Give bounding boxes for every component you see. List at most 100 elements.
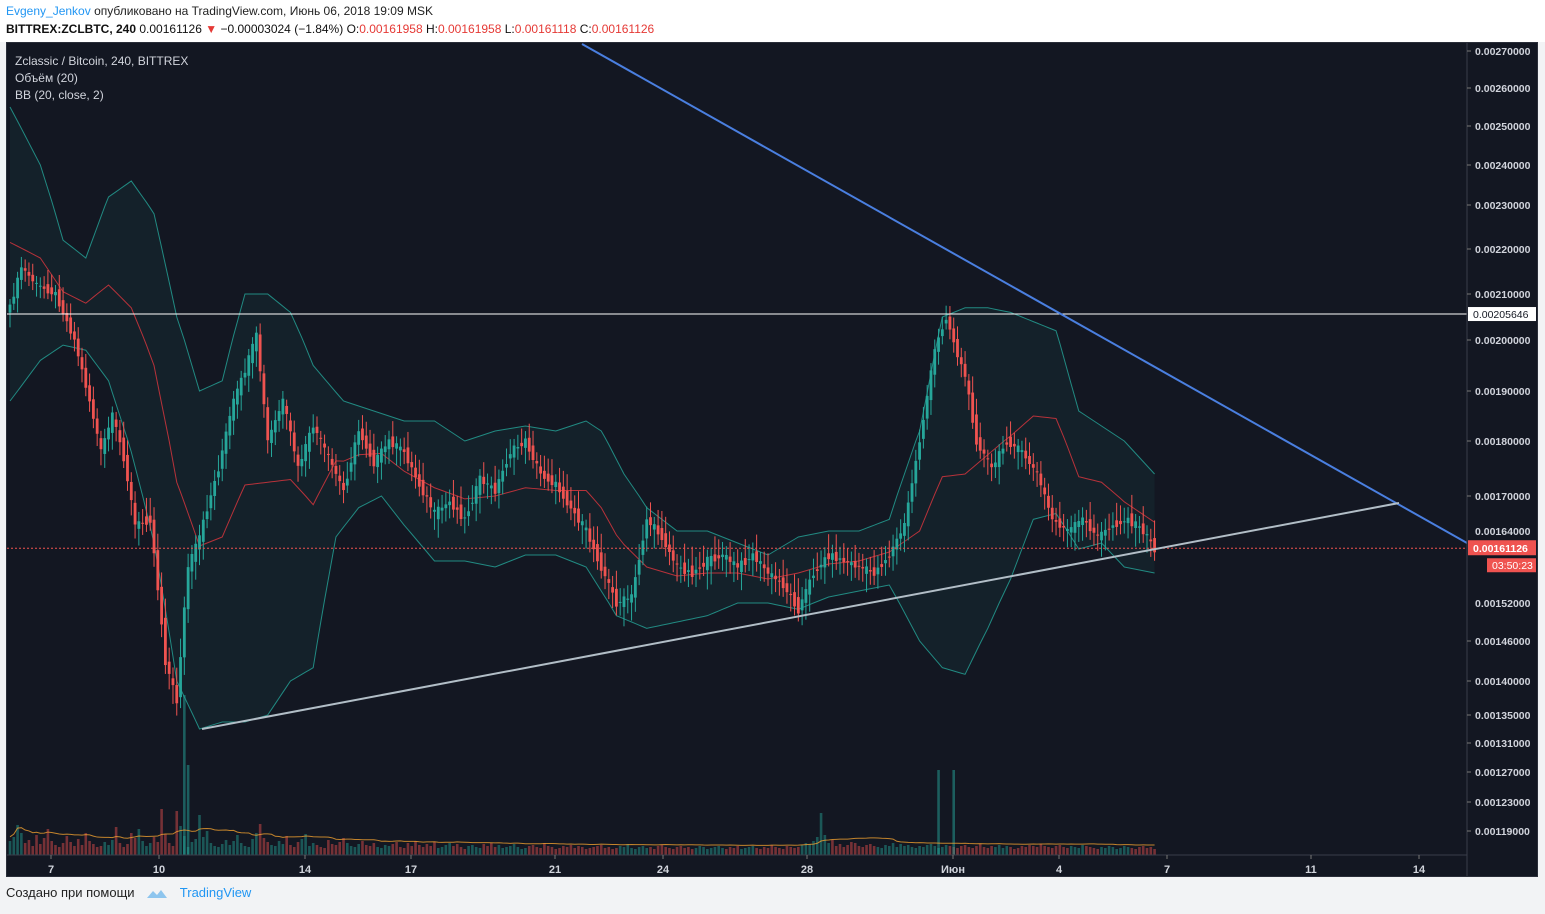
candle-body [349, 462, 353, 472]
candle-body [1054, 520, 1058, 522]
volume-bar [580, 847, 584, 855]
volume-bar [554, 849, 558, 855]
candle-body [395, 443, 398, 449]
candle-body [759, 561, 762, 564]
candle-body [872, 567, 876, 576]
candle-body [1122, 521, 1126, 523]
high-label: H: [425, 22, 438, 36]
candle-body [311, 427, 315, 434]
candle-body [1145, 534, 1149, 536]
chart-canvas[interactable]: 0.00270000 0.00260000 0.00250000 0.00240000… [7, 43, 1537, 876]
candle-body [308, 432, 311, 452]
volume-bar [338, 842, 342, 855]
candle-body [736, 563, 740, 568]
candle-body [129, 481, 133, 501]
volume-bar [1122, 846, 1126, 855]
volume-bar [508, 846, 512, 855]
candle-body [1028, 455, 1031, 465]
level-price-text: 0.00205646 [1473, 309, 1529, 321]
candle-body [846, 561, 849, 563]
volume-bar [471, 845, 474, 855]
candle-body [823, 557, 827, 568]
candle-body [978, 437, 982, 451]
volume-bar [387, 846, 391, 855]
volume-bar [399, 847, 402, 855]
candle-body [906, 502, 910, 527]
volume-bar [543, 843, 546, 855]
candle-body [1077, 521, 1081, 528]
volume-bar [459, 847, 463, 855]
volume-bar [615, 848, 618, 855]
volume-bar [702, 847, 705, 855]
chart-area[interactable]: 0.00270000 0.00260000 0.00250000 0.00240000… [6, 42, 1538, 877]
candle-body [1115, 520, 1119, 527]
high-value: 0.00161958 [437, 22, 502, 36]
candle-body [493, 482, 497, 494]
open-value: 0.00161958 [359, 22, 423, 36]
volume-bar [383, 845, 387, 855]
candle-body [501, 470, 505, 482]
candle-body [429, 497, 433, 508]
candle-body [76, 338, 80, 357]
volume-bar [766, 848, 770, 855]
candle-body [266, 407, 270, 441]
candle-body [232, 398, 236, 421]
volume-bar [524, 848, 527, 855]
candle-body [1043, 487, 1047, 495]
volume-bar [656, 846, 660, 855]
legend-bb[interactable]: BB (20, close, 2) [15, 88, 104, 102]
volume-bar [478, 848, 482, 855]
candle-body [565, 491, 569, 506]
legend-volume[interactable]: Объём (20) [15, 71, 78, 85]
candle-body [50, 287, 54, 295]
volume-bar [800, 845, 804, 855]
last-price-text: 0.00161126 [1473, 543, 1528, 555]
candle-body [838, 558, 842, 560]
volume-bar [505, 847, 508, 855]
candle-body [23, 268, 27, 271]
candle-body [334, 465, 338, 474]
volume-bar [679, 846, 683, 855]
volume-bar [925, 845, 929, 855]
price-tick-label: 0.00146000 [1475, 636, 1531, 648]
price-tick-label: 0.00210000 [1475, 289, 1531, 301]
candle-body [740, 560, 743, 573]
volume-bar [876, 847, 880, 855]
candle-body [660, 528, 664, 541]
price-tick-label: 0.00135000 [1475, 710, 1531, 722]
volume-bar [330, 844, 334, 855]
candle-body [61, 300, 65, 315]
volume-bar [797, 847, 800, 855]
candle-body [982, 449, 986, 454]
volume-bar [774, 847, 777, 855]
volume-bar [300, 839, 304, 855]
candle-body [277, 411, 281, 421]
candle-body [903, 523, 906, 536]
candle-body [474, 486, 478, 504]
candle-body [827, 553, 831, 560]
candle-body [675, 563, 679, 565]
volume-bar [402, 848, 406, 855]
candle-body [300, 458, 304, 467]
volume-bar [65, 836, 69, 855]
volume-bar [8, 841, 12, 855]
candle-body [626, 598, 630, 600]
author-link[interactable]: Evgeny_Jenkov [6, 4, 91, 18]
candle-body [326, 453, 330, 455]
candle-body [1035, 471, 1039, 473]
candle-body [664, 533, 668, 548]
volume-bar [292, 847, 296, 855]
volume-bar [899, 844, 902, 855]
legend-title[interactable]: Zclassic / Bitcoin, 240, BITTREX [15, 54, 189, 68]
volume-bar [653, 849, 656, 855]
candle-body [668, 544, 671, 552]
candle-body [1141, 523, 1145, 535]
volume-bar [895, 847, 899, 855]
price-tick-label: 0.00127000 [1475, 767, 1531, 779]
candle-body [444, 504, 448, 509]
volume-bar [1153, 849, 1156, 855]
tradingview-link[interactable]: TradingView [179, 885, 252, 900]
volume-bar [490, 843, 493, 855]
volume-bar [308, 846, 311, 855]
candle-body [1100, 531, 1103, 541]
